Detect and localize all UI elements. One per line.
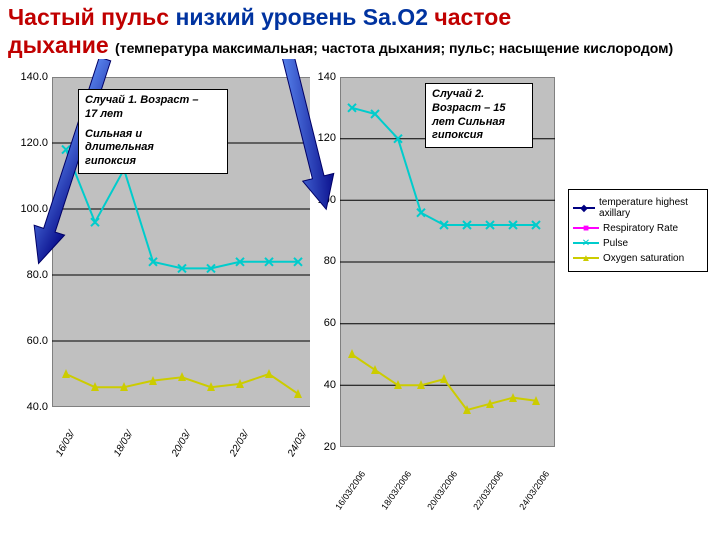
title-subtitle: (температура максимальная; частота дыхан… <box>115 40 673 56</box>
tb2-l3: лет Сильная <box>432 116 526 130</box>
tb1-l4: длительная <box>85 141 221 155</box>
textbox-case2: Случай 2. Возраст – 15 лет Сильная гипок… <box>425 83 533 148</box>
charts-area: 140.0 120.0 100.0 80.0 60.0 40.0 16/03/ … <box>0 59 720 539</box>
textbox-case1: Случай 1. Возраст – 17 лет Сильная и дли… <box>78 89 228 174</box>
title-part3: частое <box>434 4 511 30</box>
tb2-l4: гипоксия <box>432 129 526 143</box>
tb1-l3: Сильная и <box>85 128 221 142</box>
tb1-l5: гипоксия <box>85 155 221 169</box>
tb1-l2: 17 лет <box>85 108 221 122</box>
title-part2: низкий уровень Sa.O2 <box>176 4 428 30</box>
page-title: Частый пульс низкий уровень Sa.O2 частое… <box>0 0 720 59</box>
tb2-l2: Возраст – 15 <box>432 102 526 116</box>
tb1-l1: Случай 1. Возраст – <box>85 94 221 108</box>
title-part4: дыхание <box>8 32 109 58</box>
title-part1: Частый пульс <box>8 4 169 30</box>
tb2-l1: Случай 2. <box>432 88 526 102</box>
